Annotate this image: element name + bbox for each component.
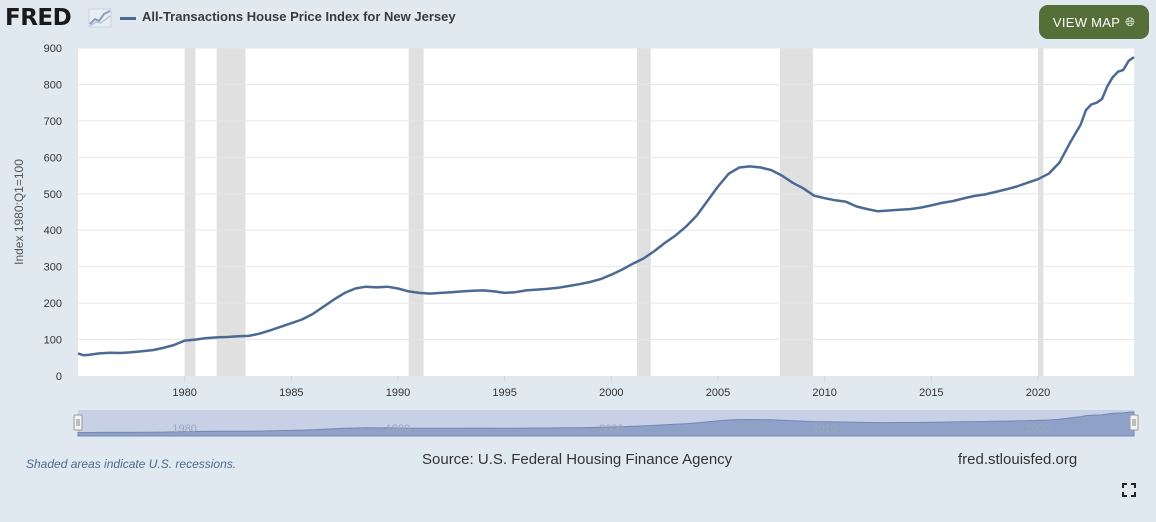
recession-band <box>1038 48 1044 376</box>
recession-band <box>216 48 246 376</box>
y-tick-label: 100 <box>44 335 62 347</box>
view-map-label: VIEW MAP <box>1052 14 1121 30</box>
x-tick-label: 1985 <box>279 387 303 399</box>
trend-line-icon <box>88 8 112 28</box>
navigator-tick-label: 1990 <box>386 423 410 435</box>
plot-background <box>78 48 1134 376</box>
y-tick-label: 600 <box>44 152 62 164</box>
navigator-tick-label: 2000 <box>599 423 623 435</box>
y-tick-label: 900 <box>44 43 62 55</box>
recession-band <box>184 48 196 376</box>
source-text: Source: U.S. Federal Housing Finance Age… <box>422 451 733 468</box>
recession-band <box>408 48 424 376</box>
globe-icon: 🌐︎ <box>1125 14 1136 29</box>
line-chart: 0 100 200 300 400 500 600 700 800 900 1980 1985 1990… <box>12 43 1139 437</box>
y-tick-label: 0 <box>56 371 62 383</box>
y-tick-label: 800 <box>44 79 62 91</box>
fred-logo[interactable]: FRED <box>5 5 72 31</box>
plot-area: 0 100 200 300 400 500 600 700 800 900 1980 1985 1990… <box>12 43 1135 399</box>
y-tick-label: 300 <box>44 262 62 274</box>
y-tick-label: 400 <box>44 225 62 237</box>
chart-title: All-Transactions House Price Index for N… <box>142 9 456 24</box>
x-tick-label: 1980 <box>172 387 196 399</box>
site-link[interactable]: fred.stlouisfed.org <box>958 451 1078 468</box>
navigator-tick-label: 2020 <box>1026 423 1050 435</box>
legend-swatch <box>120 17 136 20</box>
navigator[interactable]: 1980 1990 2000 2010 2020 <box>73 410 1139 437</box>
recession-note: Shaded areas indicate U.S. recessions. <box>26 457 237 471</box>
navigator-handle[interactable] <box>1129 414 1139 431</box>
x-tick-label: 2010 <box>812 387 836 399</box>
y-tick-label: 700 <box>44 116 62 128</box>
recession-band <box>779 48 813 376</box>
navigator-handle[interactable] <box>73 414 83 431</box>
series-line <box>77 56 1135 357</box>
view-map-button[interactable]: VIEW MAP 🌐︎ <box>1039 5 1149 39</box>
recession-band <box>636 48 651 376</box>
x-tick-label: 2000 <box>599 387 623 399</box>
fullscreen-icon[interactable] <box>1122 483 1136 497</box>
x-tick-label: 2005 <box>706 387 730 399</box>
y-axis-title: Index 1980:Q1=100 <box>12 159 26 265</box>
navigator-tick-label: 2010 <box>812 423 836 435</box>
x-tick-label: 2015 <box>919 387 943 399</box>
navigator-tick-label: 1980 <box>172 423 196 435</box>
y-tick-label: 500 <box>44 189 62 201</box>
x-tick-label: 1990 <box>386 387 410 399</box>
x-tick-label: 2020 <box>1026 387 1050 399</box>
y-tick-label: 200 <box>44 298 62 310</box>
navigator-area <box>77 411 1135 437</box>
x-tick-label: 1995 <box>492 387 516 399</box>
